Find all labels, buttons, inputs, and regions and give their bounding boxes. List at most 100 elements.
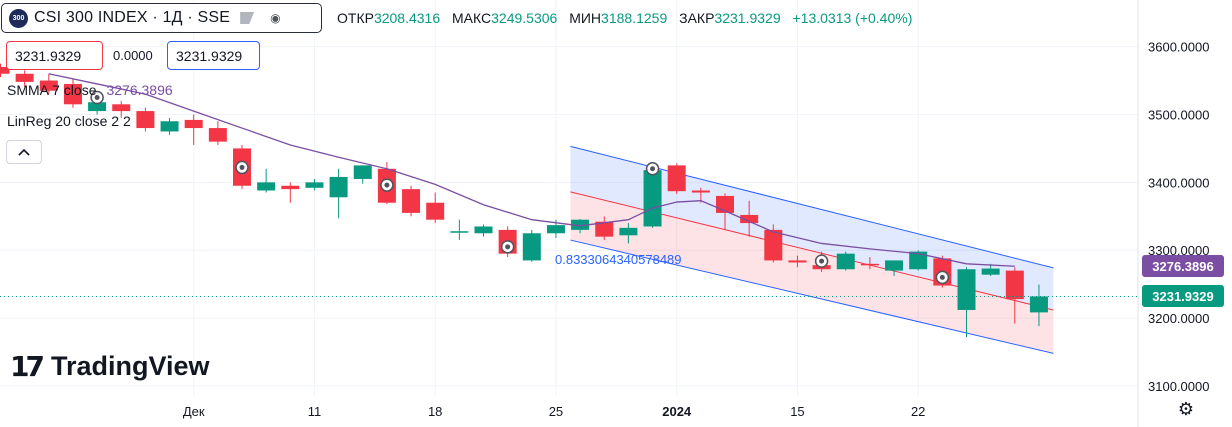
linreg-label: LinReg 20 close 2 2 <box>7 113 131 129</box>
candle-body <box>546 225 565 234</box>
flag-icon[interactable] <box>240 12 255 24</box>
event-marker <box>645 162 660 176</box>
time-tick-label: 15 <box>790 404 804 419</box>
open-label: ОТКР <box>337 10 374 26</box>
candle <box>39 73 58 95</box>
candle <box>764 224 783 263</box>
candle <box>63 79 82 108</box>
candle <box>136 107 155 132</box>
time-tick-label: 18 <box>428 404 442 419</box>
event-marker <box>814 254 829 268</box>
time-tick-label: 22 <box>911 404 925 419</box>
candle-body <box>619 227 638 236</box>
candle-body <box>136 111 155 129</box>
candle-body <box>426 202 445 220</box>
candle <box>860 257 879 270</box>
candle <box>836 251 855 271</box>
candle-body <box>764 229 783 261</box>
buy-button[interactable]: 3231.9329 <box>167 41 260 70</box>
price-tick-label: 3100.0000 <box>1148 379 1209 394</box>
candle-body <box>860 263 879 266</box>
price-tick-label: 3200.0000 <box>1148 311 1209 326</box>
candle-body <box>112 104 131 112</box>
candle-body <box>1029 296 1048 313</box>
smma-line <box>48 73 1015 267</box>
candle <box>619 223 638 244</box>
tradingview-wordmark: TradingView <box>50 351 210 381</box>
candle-body <box>281 185 300 190</box>
collapse-legend-button[interactable] <box>6 140 42 164</box>
chevron-up-icon <box>18 145 30 159</box>
candle-body <box>63 83 82 105</box>
event-marker-dot <box>239 164 245 170</box>
candle <box>257 168 276 193</box>
candle-body <box>329 176 348 198</box>
price-tick-label: 3500.0000 <box>1148 107 1209 122</box>
candle-body <box>595 221 614 237</box>
candle-body <box>981 268 1000 275</box>
gear-icon[interactable]: ⚙ <box>1177 399 1194 419</box>
time-tick-label: 2024 <box>662 404 692 419</box>
candle <box>522 229 541 262</box>
time-tick-label: Дек <box>183 404 205 419</box>
event-marker-dot <box>819 258 825 264</box>
candle <box>305 178 324 191</box>
tradingview-mark-icon: 17 <box>10 350 45 383</box>
candle-body <box>667 165 686 192</box>
open-value: 3208.4316 <box>373 10 441 26</box>
linreg-value-label: 0.8333064340578489 <box>555 252 682 267</box>
low-label: МИН <box>569 10 602 26</box>
channel-upper-fill <box>570 146 1054 310</box>
candle-body <box>0 66 10 74</box>
sell-button[interactable]: 3231.9329 <box>6 41 103 70</box>
csi300-logo: 300 <box>9 8 28 28</box>
eye-icon[interactable]: ◉ <box>270 11 281 25</box>
symbol-title[interactable]: CSI 300 INDEX · 1Д · SSE <box>34 9 231 26</box>
high-value: 3249.5306 <box>491 10 558 26</box>
candle <box>788 255 807 268</box>
candle-body <box>39 80 58 91</box>
candle <box>740 200 759 237</box>
candle <box>643 167 662 228</box>
time-tick-label: 25 <box>549 404 563 419</box>
candle <box>885 260 904 277</box>
linreg-legend[interactable]: LinReg 20 close 2 2 <box>7 113 131 129</box>
close-price-label: 3231.9329 <box>1142 285 1224 308</box>
candle <box>426 192 445 224</box>
candle-body <box>353 165 372 179</box>
tradingview-logo[interactable]: 17 TradingView <box>10 350 210 383</box>
price-tick-label: 3300.0000 <box>1148 243 1209 258</box>
candle <box>450 219 469 241</box>
candle <box>112 100 131 118</box>
candle <box>595 216 614 241</box>
candle <box>208 121 227 146</box>
candle-body <box>402 189 421 213</box>
event-marker-dot <box>505 244 511 250</box>
candle <box>281 182 300 203</box>
candle-body <box>885 260 904 271</box>
event-marker <box>500 240 515 254</box>
candle <box>667 163 686 194</box>
price-tick-label: 3400.0000 <box>1148 175 1209 190</box>
candle-body <box>740 214 759 224</box>
smma-value: 3276.3896 <box>106 82 173 98</box>
symbol-header[interactable]: 300 CSI 300 INDEX · 1Д · SSE ◉ <box>1 3 322 33</box>
candle-body <box>305 182 324 188</box>
candle-body <box>15 73 34 82</box>
high-label: МАКС <box>452 10 492 26</box>
event-marker-dot <box>94 95 100 101</box>
candle <box>329 168 348 219</box>
candle <box>981 263 1000 277</box>
candle-body <box>571 219 590 230</box>
candle-body <box>160 121 179 132</box>
candle <box>1029 284 1048 327</box>
candle <box>957 267 976 338</box>
event-marker-dot <box>650 166 656 172</box>
event-marker-dot <box>384 182 390 188</box>
smma-legend[interactable]: SMMA 7 close 3276.3896 <box>7 82 173 98</box>
candle <box>353 165 372 184</box>
low-value: 3188.1259 <box>601 10 668 26</box>
candle-body <box>184 119 203 129</box>
candle <box>0 63 10 78</box>
close-label: ЗАКР <box>679 10 715 26</box>
